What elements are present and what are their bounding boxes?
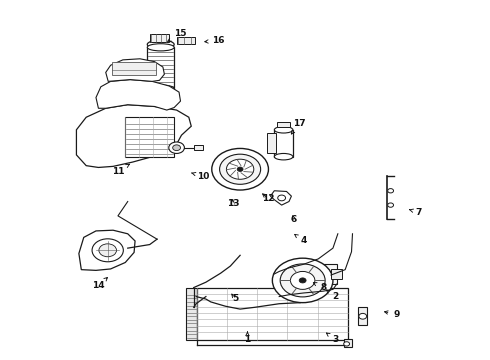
Text: 13: 13 (226, 199, 239, 208)
Circle shape (226, 159, 254, 179)
Ellipse shape (147, 85, 174, 92)
Circle shape (388, 189, 393, 193)
Text: 14: 14 (92, 278, 107, 290)
Circle shape (212, 148, 269, 190)
Text: 16: 16 (205, 36, 224, 45)
Bar (343, 339, 352, 347)
Circle shape (272, 258, 333, 303)
Circle shape (388, 203, 393, 207)
Ellipse shape (274, 127, 293, 133)
Text: 2: 2 (326, 290, 339, 301)
Bar (300, 264, 337, 284)
Text: 15: 15 (168, 29, 187, 41)
Text: 4: 4 (294, 234, 307, 246)
Text: 6: 6 (291, 215, 297, 224)
Text: 8: 8 (313, 283, 326, 292)
Bar (125, 117, 174, 157)
Text: 3: 3 (326, 333, 339, 344)
Bar (150, 34, 169, 41)
Bar (194, 145, 203, 150)
Circle shape (169, 142, 184, 153)
Polygon shape (96, 80, 180, 110)
Polygon shape (76, 105, 191, 167)
Bar (358, 307, 367, 325)
Ellipse shape (147, 44, 174, 51)
Bar (186, 288, 197, 339)
Bar (147, 47, 174, 89)
Text: 10: 10 (192, 172, 210, 181)
Circle shape (278, 195, 286, 201)
Bar (267, 134, 276, 153)
Circle shape (359, 314, 367, 319)
Text: 5: 5 (232, 294, 238, 303)
Ellipse shape (147, 40, 174, 49)
Text: 17: 17 (292, 119, 306, 134)
Text: 9: 9 (385, 310, 400, 319)
Circle shape (299, 278, 306, 283)
Circle shape (291, 271, 315, 289)
Circle shape (343, 342, 349, 346)
Circle shape (172, 145, 180, 150)
Bar (176, 37, 195, 44)
Text: 11: 11 (112, 164, 129, 176)
Circle shape (92, 239, 123, 262)
Bar (112, 62, 156, 75)
Bar (197, 288, 347, 339)
Polygon shape (106, 59, 164, 81)
Circle shape (220, 154, 261, 184)
Text: 12: 12 (262, 194, 275, 203)
Circle shape (280, 264, 325, 297)
Polygon shape (79, 230, 135, 270)
Bar (277, 122, 291, 127)
Circle shape (237, 167, 243, 171)
Text: 7: 7 (410, 208, 421, 217)
Bar (331, 269, 342, 279)
Bar (274, 130, 293, 157)
Circle shape (99, 244, 117, 257)
Ellipse shape (274, 153, 293, 160)
Polygon shape (270, 191, 292, 205)
Text: 1: 1 (245, 332, 250, 344)
